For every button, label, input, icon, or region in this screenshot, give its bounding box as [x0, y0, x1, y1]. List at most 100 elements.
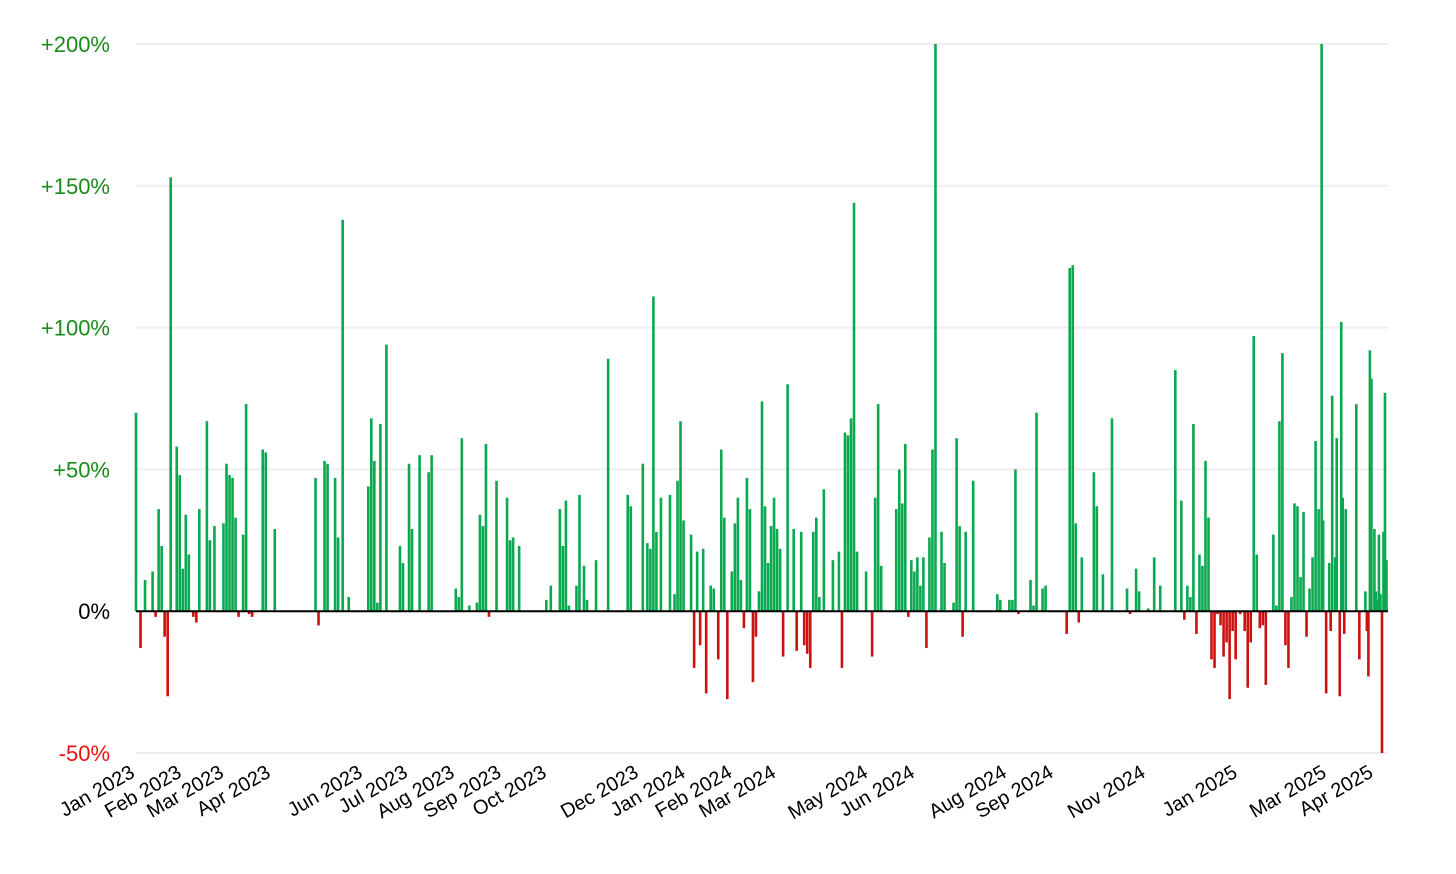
bar-negative	[1261, 611, 1265, 626]
bar-positive	[326, 463, 329, 612]
bar-positive	[689, 534, 693, 612]
bar-positive	[468, 605, 471, 612]
bar-negative	[192, 611, 195, 617]
y-tick-label: 0%	[78, 599, 110, 624]
bar-positive	[1382, 531, 1385, 612]
bar-positive	[410, 528, 414, 612]
bar-positive	[843, 432, 847, 612]
y-tick-label: +200%	[41, 32, 110, 57]
bar-negative	[247, 611, 251, 615]
bar-positive	[398, 545, 402, 612]
bar-negative	[781, 611, 785, 657]
bar-positive	[457, 597, 461, 612]
bar-negative	[808, 611, 812, 668]
bar-positive	[1146, 608, 1150, 612]
bar-positive	[1272, 534, 1275, 612]
bar-positive	[549, 585, 553, 612]
x-tick-label: Nov 2024	[1064, 761, 1149, 823]
bar-positive	[1383, 392, 1387, 612]
bar-negative	[166, 611, 169, 697]
bar-positive	[169, 177, 172, 612]
bar-negative	[1365, 611, 1369, 632]
bar-negative	[704, 611, 708, 694]
bar-positive	[481, 526, 485, 612]
bar-positive	[778, 548, 782, 612]
bar-positive	[370, 418, 373, 612]
bar-positive	[709, 585, 713, 612]
bar-negative	[698, 611, 702, 646]
bar-positive	[1029, 580, 1032, 612]
bar-positive	[134, 412, 138, 612]
bar-positive	[508, 540, 512, 612]
bar-positive	[1379, 594, 1382, 612]
bar-positive	[567, 605, 571, 612]
bar-positive	[475, 602, 479, 612]
bar-positive	[837, 551, 841, 612]
bar-positive	[478, 514, 482, 612]
bar-positive	[910, 560, 913, 612]
bar-negative	[1216, 611, 1219, 615]
bar-negative	[1234, 611, 1237, 660]
y-tick-label: -50%	[59, 741, 110, 766]
bar-positive	[1192, 424, 1195, 612]
bar-positive	[1376, 599, 1379, 612]
bar-positive	[822, 489, 826, 612]
bar-positive	[1137, 591, 1141, 612]
bar-positive	[792, 528, 795, 612]
bar-positive	[873, 497, 877, 612]
bar-positive	[1158, 585, 1162, 612]
bar-negative	[1228, 611, 1231, 700]
bar-positive	[799, 531, 803, 612]
y-tick-label: +50%	[53, 457, 110, 482]
bar-positive	[336, 537, 340, 612]
bar-positive	[495, 480, 498, 612]
bar-negative	[1183, 611, 1186, 620]
bar-positive	[763, 506, 767, 612]
bar-positive	[695, 551, 699, 612]
bar-positive	[1110, 418, 1114, 612]
bar-positive	[1204, 460, 1207, 612]
bar-positive	[198, 509, 201, 612]
bar-positive	[934, 44, 937, 612]
bar-negative	[870, 611, 874, 657]
bar-positive	[676, 480, 679, 612]
bar-positive	[641, 463, 645, 612]
bar-positive	[225, 463, 228, 612]
bar-positive	[815, 517, 818, 612]
bar-positive	[585, 599, 589, 612]
bar-positive	[1152, 557, 1156, 612]
bar-negative	[805, 611, 809, 654]
bar-positive	[1368, 350, 1372, 612]
bar-negative	[907, 611, 910, 617]
bar-positive	[1198, 554, 1201, 612]
y-axis: +200% +150% +100% +50% 0% -50%	[41, 32, 110, 766]
bar-negative	[1324, 611, 1328, 694]
bar-positive	[1330, 395, 1334, 612]
bar-positive	[739, 580, 743, 612]
bar-negative	[1222, 611, 1225, 657]
bar-positive	[347, 597, 350, 612]
bar-positive	[1290, 597, 1293, 612]
bar-positive	[1032, 605, 1035, 612]
bar-positive	[1068, 268, 1072, 612]
bar-positive	[964, 531, 967, 612]
bar-positive	[427, 472, 430, 612]
bar-positive	[958, 526, 961, 612]
bar-positive	[1207, 517, 1210, 612]
bar-positive	[544, 599, 548, 612]
bar-positive	[379, 424, 382, 612]
bar-negative	[961, 611, 964, 637]
bar-negative	[1249, 611, 1253, 643]
bar-positive	[1308, 588, 1311, 612]
bar-positive	[517, 545, 521, 612]
bar-positive	[852, 202, 856, 612]
bar-positive	[629, 506, 633, 612]
bar-positive	[178, 475, 182, 612]
bar-positive	[864, 571, 868, 612]
bar-positive	[561, 545, 565, 612]
bar-positive	[1174, 370, 1177, 612]
bar-positive	[385, 344, 388, 612]
bar-positive	[733, 523, 737, 612]
bar-negative	[1128, 611, 1132, 615]
